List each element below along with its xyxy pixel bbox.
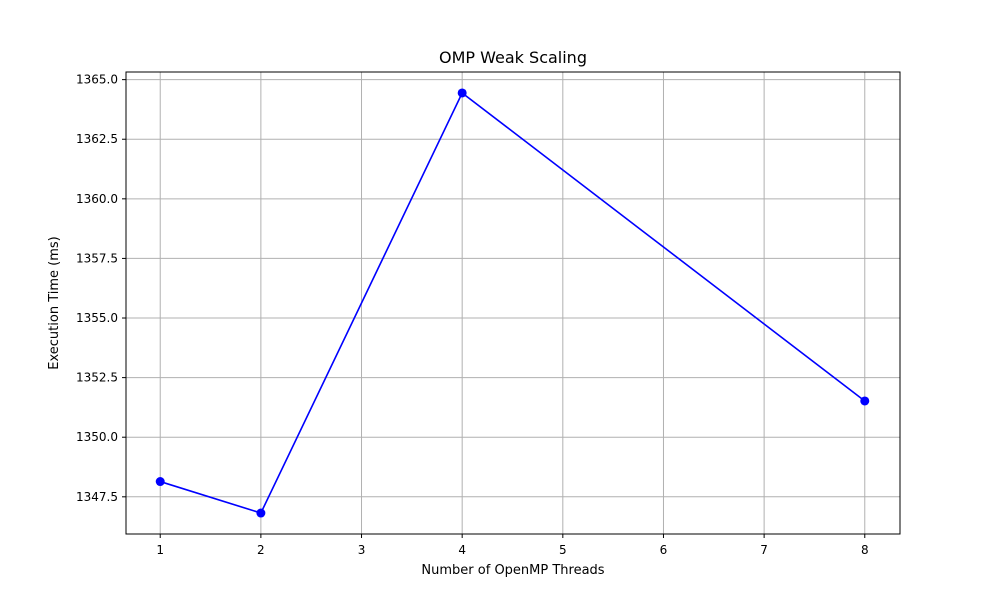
y-tick-label: 1357.5	[76, 251, 118, 265]
y-tick-label: 1360.0	[76, 192, 118, 206]
chart-title: OMP Weak Scaling	[439, 48, 587, 67]
x-axis-label: Number of OpenMP Threads	[421, 563, 604, 578]
plot-frame	[125, 71, 901, 535]
x-tick-label: 2	[257, 543, 265, 557]
data-point	[155, 477, 165, 487]
y-tick-label: 1362.5	[76, 132, 118, 146]
data-point	[860, 396, 870, 406]
y-tick-label: 1350.0	[76, 430, 118, 444]
x-tick-label: 7	[760, 543, 768, 557]
y-tick-label: 1365.0	[76, 73, 118, 87]
data-point	[457, 88, 467, 98]
ticks: 1 2 3 4 5 6 7 8 1347.5 1350.0 1352.5 1355.0 1357.5 13…	[76, 73, 869, 557]
x-tick-label: 8	[861, 543, 869, 557]
x-tick-label: 3	[358, 543, 366, 557]
x-tick-label: 4	[458, 543, 466, 557]
y-tick-label: 1347.5	[76, 490, 118, 504]
y-tick-label: 1355.0	[76, 311, 118, 325]
series-line	[159, 91, 866, 514]
x-tick-label: 6	[660, 543, 668, 557]
series-layer	[155, 88, 870, 518]
y-axis-label: Execution Time (ms)	[47, 236, 62, 369]
x-tick-label: 1	[156, 543, 164, 557]
y-tick-label: 1352.5	[76, 371, 118, 385]
grid	[126, 72, 900, 534]
x-tick-label: 5	[559, 543, 567, 557]
data-point	[256, 508, 266, 518]
